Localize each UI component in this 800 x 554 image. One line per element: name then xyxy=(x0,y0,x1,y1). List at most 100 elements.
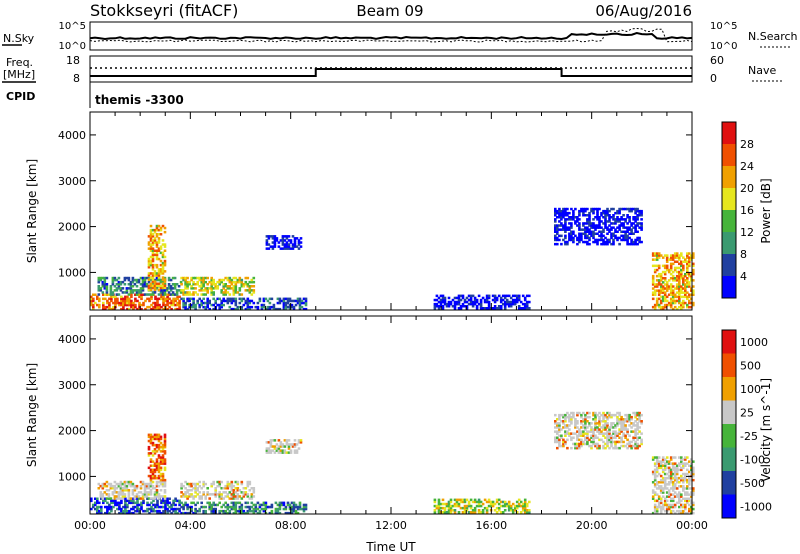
echo-cell xyxy=(115,278,119,282)
echo-cell xyxy=(268,305,272,309)
echo-cell xyxy=(584,415,587,419)
echo-cell xyxy=(196,493,199,496)
echo-cell xyxy=(628,415,631,419)
echo-cell xyxy=(690,272,693,276)
echo-cell xyxy=(651,264,655,268)
echo-cell xyxy=(188,303,191,307)
echo-cell xyxy=(151,464,155,467)
echo-cell xyxy=(596,422,599,425)
echo-cell xyxy=(178,509,181,513)
echo-cell xyxy=(602,434,605,437)
echo-cell xyxy=(665,487,669,490)
echo-cell xyxy=(657,272,661,276)
echo-cell xyxy=(196,276,199,280)
echo-cell xyxy=(667,481,671,484)
echo-cell xyxy=(210,285,213,288)
echo-cell xyxy=(622,234,625,238)
echo-cell xyxy=(202,293,205,296)
echo-cell xyxy=(663,499,667,503)
echo-cell xyxy=(572,211,575,215)
echo-cell xyxy=(667,460,671,463)
echo-cell xyxy=(586,214,589,217)
echo-cell xyxy=(240,497,244,500)
echo-cell xyxy=(661,277,665,280)
echo-cell xyxy=(588,211,591,215)
echo-cell xyxy=(669,499,673,503)
echo-cell xyxy=(606,240,609,244)
echo-cell xyxy=(602,418,605,421)
echo-cell xyxy=(90,299,93,303)
echo-cell xyxy=(682,509,685,513)
echo-cell xyxy=(218,493,221,496)
echo-cell xyxy=(680,277,683,280)
echo-cell xyxy=(190,297,193,301)
echo-cell xyxy=(194,287,197,290)
echo-cell xyxy=(640,432,643,435)
echo-cell xyxy=(212,287,215,290)
echo-cell xyxy=(684,464,687,467)
echo-cell xyxy=(153,253,157,257)
echo-cell xyxy=(665,295,669,299)
echo-cell xyxy=(586,236,589,240)
echo-cell xyxy=(216,493,219,496)
echo-cell xyxy=(161,462,165,465)
echo-cell xyxy=(503,504,507,508)
echo-cell xyxy=(682,260,685,263)
echo-cell xyxy=(218,501,221,505)
echo-cell xyxy=(112,307,115,311)
echo-cell xyxy=(612,432,615,435)
echo-cell xyxy=(614,432,617,435)
echo-cell xyxy=(682,295,685,299)
echo-cell xyxy=(602,444,605,448)
echo-cell xyxy=(580,430,583,433)
echo-cell xyxy=(690,458,693,461)
echo-cell xyxy=(216,280,219,284)
echo-cell xyxy=(163,491,167,494)
echo-cell xyxy=(212,283,215,286)
echo-cell xyxy=(122,509,125,513)
echo-cell xyxy=(568,432,571,435)
echo-cell xyxy=(149,460,153,463)
echo-cell xyxy=(161,448,165,451)
echo-cell xyxy=(230,283,234,286)
echo-cell xyxy=(252,511,256,515)
echo-cell xyxy=(574,432,577,435)
echo-cell xyxy=(678,468,681,472)
echo-cell xyxy=(159,466,163,470)
echo-cell xyxy=(192,291,195,294)
echo-cell xyxy=(491,500,495,504)
echo-cell xyxy=(616,236,619,240)
echo-cell xyxy=(198,480,201,484)
echo-cell xyxy=(113,285,117,288)
echo-cell xyxy=(680,468,683,472)
echo-cell xyxy=(568,218,571,221)
echo-cell xyxy=(692,270,695,274)
echo-cell xyxy=(665,472,669,476)
echo-cell xyxy=(485,500,489,504)
echo-cell xyxy=(523,307,527,310)
echo-cell xyxy=(252,507,256,511)
echo-cell xyxy=(509,305,513,308)
echo-cell xyxy=(653,285,657,288)
echo-cell xyxy=(574,446,577,450)
echo-cell xyxy=(151,276,155,279)
echo-cell xyxy=(172,509,175,513)
echo-cell xyxy=(104,505,107,509)
echo-cell xyxy=(200,497,203,500)
echo-cell xyxy=(667,293,671,296)
echo-cell xyxy=(220,305,223,309)
echo-cell xyxy=(155,233,159,236)
echo-cell xyxy=(692,474,695,478)
echo-cell xyxy=(610,415,613,419)
echo-cell xyxy=(682,478,685,482)
echo-cell xyxy=(137,280,141,284)
echo-cell xyxy=(659,283,663,286)
echo-cell xyxy=(479,511,483,514)
echo-cell xyxy=(636,424,639,427)
echo-cell xyxy=(686,499,689,503)
echo-cell xyxy=(663,472,667,476)
echo-cell xyxy=(671,468,675,472)
echo-cell xyxy=(665,505,669,509)
echo-cell xyxy=(222,283,225,286)
echo-cell xyxy=(130,301,133,305)
